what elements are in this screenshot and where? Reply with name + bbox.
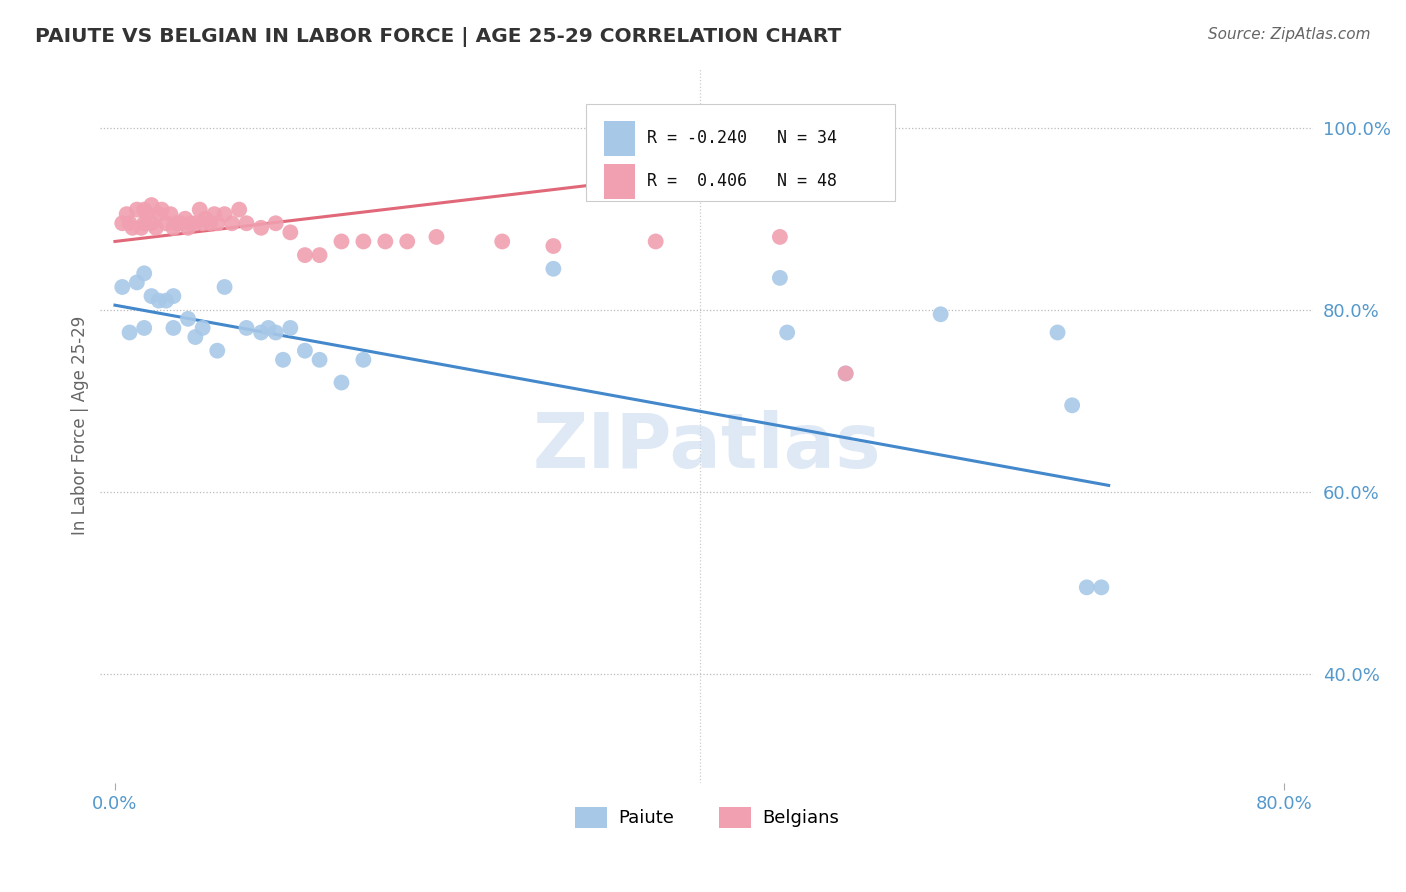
Point: [769, 230, 792, 244]
Point: [330, 376, 353, 390]
Y-axis label: In Labor Force | Age 25-29: In Labor Force | Age 25-29: [72, 316, 89, 535]
Point: [396, 235, 419, 249]
Point: [162, 321, 184, 335]
Point: [170, 216, 193, 230]
Point: [1062, 398, 1084, 412]
Point: [264, 216, 287, 230]
Text: ZIPatlas: ZIPatlas: [533, 410, 882, 484]
Point: [134, 321, 156, 335]
Point: [294, 248, 316, 262]
Point: [776, 326, 799, 340]
Point: [162, 220, 184, 235]
FancyBboxPatch shape: [603, 163, 636, 199]
Point: [150, 202, 173, 217]
Point: [184, 216, 207, 230]
Point: [374, 235, 396, 249]
Point: [207, 216, 229, 230]
Text: Source: ZipAtlas.com: Source: ZipAtlas.com: [1208, 27, 1371, 42]
Point: [198, 216, 221, 230]
Point: [191, 321, 214, 335]
Point: [278, 321, 301, 335]
Point: [352, 352, 374, 367]
Point: [271, 352, 294, 367]
Point: [125, 276, 148, 290]
Point: [155, 216, 177, 230]
Point: [121, 220, 143, 235]
Point: [129, 220, 152, 235]
Point: [134, 266, 156, 280]
Point: [250, 326, 273, 340]
Point: [352, 235, 374, 249]
Text: R =  0.406   N = 48: R = 0.406 N = 48: [647, 172, 838, 190]
Point: [174, 211, 197, 226]
Point: [141, 216, 163, 230]
Point: [134, 202, 156, 217]
Point: [141, 289, 163, 303]
FancyBboxPatch shape: [603, 120, 636, 156]
Point: [491, 235, 513, 249]
Text: PAIUTE VS BELGIAN IN LABOR FORCE | AGE 25-29 CORRELATION CHART: PAIUTE VS BELGIAN IN LABOR FORCE | AGE 2…: [35, 27, 841, 46]
Point: [257, 321, 280, 335]
Point: [141, 198, 163, 212]
Point: [177, 220, 200, 235]
Point: [136, 207, 159, 221]
Point: [1076, 580, 1098, 594]
Point: [228, 202, 250, 217]
Point: [207, 343, 229, 358]
Point: [155, 293, 177, 308]
Legend: Paiute, Belgians: Paiute, Belgians: [567, 799, 846, 835]
Point: [188, 202, 211, 217]
Point: [214, 280, 236, 294]
Point: [148, 293, 170, 308]
Point: [194, 211, 217, 226]
Point: [111, 280, 134, 294]
Point: [1090, 580, 1112, 594]
Point: [165, 216, 187, 230]
Point: [214, 207, 236, 221]
Point: [278, 225, 301, 239]
Point: [769, 271, 792, 285]
Point: [177, 311, 200, 326]
Point: [644, 235, 666, 249]
Point: [145, 220, 167, 235]
Point: [543, 261, 565, 276]
Point: [118, 326, 141, 340]
Point: [929, 307, 952, 321]
Point: [221, 216, 243, 230]
Point: [1046, 326, 1069, 340]
Point: [834, 367, 856, 381]
Point: [235, 216, 257, 230]
Point: [250, 220, 273, 235]
Point: [115, 207, 138, 221]
Point: [425, 230, 447, 244]
Point: [180, 216, 202, 230]
Text: R = -0.240   N = 34: R = -0.240 N = 34: [647, 129, 838, 147]
Point: [264, 326, 287, 340]
Point: [308, 248, 330, 262]
Point: [202, 207, 225, 221]
Point: [159, 207, 181, 221]
Point: [125, 202, 148, 217]
Point: [134, 216, 156, 230]
Point: [184, 330, 207, 344]
Point: [118, 216, 141, 230]
Point: [308, 352, 330, 367]
FancyBboxPatch shape: [585, 104, 894, 201]
Point: [834, 367, 856, 381]
Point: [111, 216, 134, 230]
Point: [543, 239, 565, 253]
Point: [191, 216, 214, 230]
Point: [330, 235, 353, 249]
Point: [235, 321, 257, 335]
Point: [148, 207, 170, 221]
Point: [162, 289, 184, 303]
Point: [294, 343, 316, 358]
